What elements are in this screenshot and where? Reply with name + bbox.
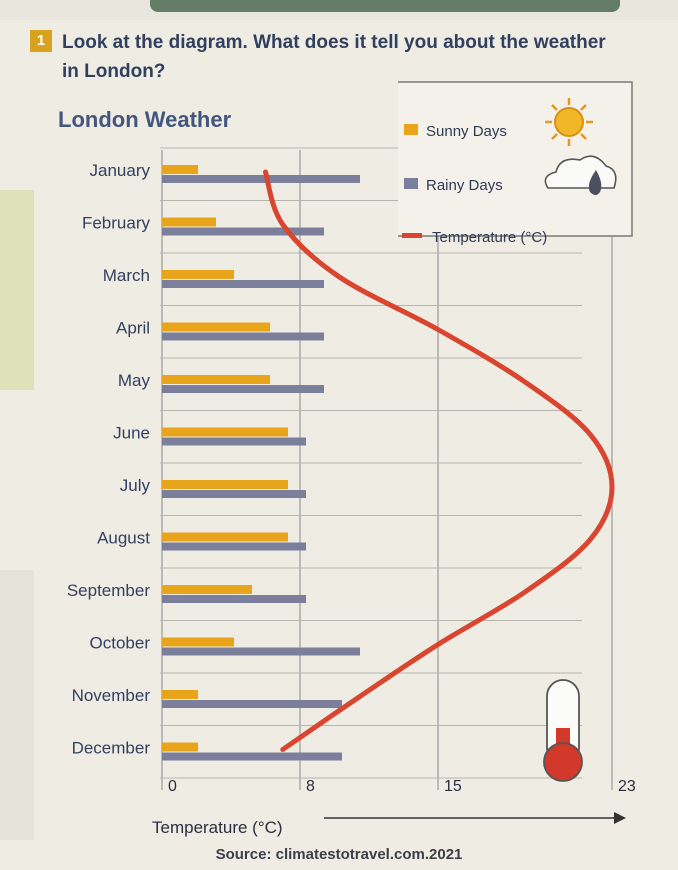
top-decoration	[0, 0, 678, 20]
month-label: January	[90, 161, 151, 180]
bar-rainy-days	[162, 490, 306, 498]
bar-rainy-days	[162, 175, 360, 183]
month-label: October	[90, 634, 151, 653]
x-axis-label: Temperature (°C)	[152, 818, 283, 837]
bar-sunny-days	[162, 322, 270, 332]
month-label: September	[67, 581, 150, 600]
bar-sunny-days	[162, 585, 252, 594]
rain-cloud-icon	[544, 155, 617, 195]
page-decoration	[0, 150, 34, 840]
month-label: July	[120, 476, 151, 495]
legend-label-temperature: Temperature (°C)	[432, 229, 547, 246]
legend: Sunny Days Rainy Days Temperature (°C)	[398, 81, 633, 246]
legend-swatch-temperature	[402, 233, 422, 238]
bar-rainy-days	[162, 227, 324, 236]
chart-title: London Weather	[58, 107, 232, 132]
month-label: May	[118, 371, 151, 390]
bar-sunny-days	[162, 427, 288, 437]
bar-rainy-days	[162, 752, 342, 761]
bar-sunny-days	[162, 165, 198, 174]
question-text: Look at the diagram. What does it tell y…	[62, 32, 606, 82]
bar-rainy-days	[162, 280, 324, 288]
month-labels: January February March April May June July Augu…	[67, 161, 151, 758]
bar-rainy-days	[162, 542, 306, 551]
bar-sunny-days	[162, 217, 216, 227]
bar-sunny-days	[162, 690, 198, 699]
bar-sunny-days	[162, 637, 234, 647]
x-tick-label: 23	[618, 778, 636, 795]
x-tick-label: 15	[444, 778, 462, 795]
bar-rainy-days	[162, 437, 306, 446]
question-number: 1	[30, 30, 52, 52]
bars	[162, 165, 360, 761]
bar-sunny-days	[162, 480, 288, 489]
bar-sunny-days	[162, 742, 198, 752]
legend-swatch-rainy	[404, 178, 418, 189]
month-label: November	[72, 686, 151, 705]
legend-label-rainy: Rainy Days	[426, 177, 503, 194]
bar-rainy-days	[162, 647, 360, 656]
month-label: April	[116, 319, 150, 338]
bar-sunny-days	[162, 270, 234, 279]
bar-sunny-days	[162, 532, 288, 542]
x-axis-arrowhead	[614, 812, 626, 824]
legend-label-sunny: Sunny Days	[426, 123, 507, 140]
x-tick-label: 8	[306, 778, 315, 795]
x-tick-label: 0	[168, 778, 177, 795]
x-tick-labels: 0 8 15 23	[168, 778, 636, 795]
bar-rainy-days	[162, 332, 324, 341]
bar-rainy-days	[162, 385, 324, 393]
sun-icon	[545, 98, 593, 146]
source-credit: Source: climatestotravel.com.2021	[215, 846, 463, 863]
bar-rainy-days	[162, 595, 306, 603]
temperature-line	[263, 169, 615, 752]
month-label: February	[82, 214, 151, 233]
month-label: August	[97, 529, 150, 548]
month-label: June	[113, 424, 150, 443]
bar-rainy-days	[162, 700, 342, 708]
thermometer-icon	[543, 679, 583, 782]
month-label: March	[103, 266, 150, 285]
bar-sunny-days	[162, 375, 270, 384]
month-label: December	[72, 739, 151, 758]
legend-swatch-sunny	[404, 124, 418, 135]
